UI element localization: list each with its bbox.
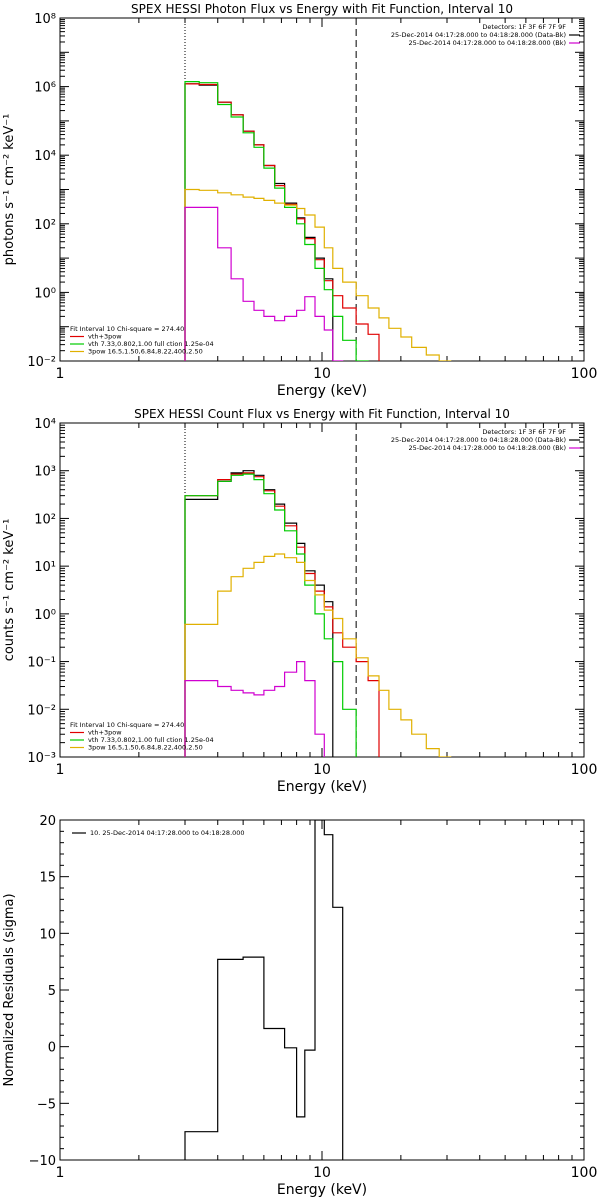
y-tick-label: 15 [39,871,56,886]
x-tick-label: 10 [313,366,331,382]
y-axis-label: Normalized Residuals (sigma) [2,893,17,1086]
y-tick-label: 10 [39,927,56,942]
plot-frame [59,422,585,758]
y-tick-label: 10⁻² [27,355,56,370]
x-tick-label: 1 [56,762,65,778]
legend-top-text: 10. 25-Dec-2014 04:17:28.000 to 04:18:28… [90,829,245,837]
y-axis-label: counts s⁻¹ cm⁻² keV⁻¹ [2,519,17,662]
y-tick-label: 10⁰ [34,286,56,301]
chart-title: SPEX HESSI Count Flux vs Energy with Fit… [134,407,510,421]
legend-top-text: 25-Dec-2014 04:17:28.000 to 04:18:28.000… [409,39,567,47]
y-tick-label: 10⁻³ [27,751,56,766]
legend-bottom-text: 3pow 16.5,1.50,6.84,8.22,400,2.50 [88,348,203,356]
series-line-5 [184,206,344,361]
series-line-4 [184,188,452,361]
y-tick-label: 0 [48,1041,56,1056]
y-tick-label: 10² [34,218,56,233]
y-axis-label: photons s⁻¹ cm⁻² keV⁻¹ [2,114,17,266]
y-tick-label: 10¹ [34,560,56,575]
legend-bottom-text: vth 7.33,0.802,1.00 full ction 1.25e-04 [88,340,214,348]
x-tick-label: 100 [571,762,598,778]
legend-top-text: 25-Dec-2014 04:17:28.000 to 04:18:28.000… [409,444,567,452]
x-axis-label: Energy (keV) [277,779,367,795]
x-tick-label: 100 [571,366,598,382]
y-tick-label: 10⁰ [34,608,56,623]
y-tick-label: 5 [48,984,56,999]
y-tick-label: 10⁻¹ [27,656,56,671]
x-tick-label: 10 [313,1165,331,1181]
y-tick-label: 10⁴ [34,149,56,164]
chart-title: SPEX HESSI Photon Flux vs Energy with Fi… [131,2,513,16]
x-tick-label: 10 [313,762,331,778]
series-line-2 [184,83,380,361]
legend-bottom-text: vth 7.33,0.802,1.00 full ction 1.25e-04 [88,736,214,744]
y-tick-label: 10⁶ [34,81,56,96]
y-tick-label: 20 [39,814,56,829]
y-tick-label: −5 [37,1097,56,1112]
legend-top-text: 25-Dec-2014 04:17:28.000 to 04:18:28.000… [391,31,566,39]
x-tick-label: 1 [56,1165,65,1181]
legend-top-text: Detectors: 1F 3F 6F 7F 9F [482,23,566,31]
plot-frame [59,819,585,1161]
legend-bottom-text: 3pow 16.5,1.50,6.84,8.22,400,2.50 [88,744,203,752]
panel-3: 1 10 100 Energy (keV) −10 −5 0 5 10 15 20 Normalize… [2,814,598,1198]
y-tick-label: 10⁸ [34,12,56,27]
series-line-3 [184,473,357,757]
series-line-2 [184,472,380,757]
y-tick-label: 10⁴ [34,417,56,432]
y-tick-label: −10 [29,1154,56,1169]
legend-top-text: Detectors: 1F 3F 6F 7F 9F [482,428,566,436]
x-tick-label: 100 [571,1165,598,1181]
x-tick-label: 1 [56,366,65,382]
series-line-1 [184,820,344,1160]
panel-2: SPEX HESSI Count Flux vs Energy with Fit… [2,407,597,795]
legend-bottom-text: Fit Interval 10 Chi-square = 274.40 [70,721,184,729]
legend-top-text: 25-Dec-2014 04:17:28.000 to 04:18:28.000… [391,436,566,444]
series-line-4 [184,553,452,757]
y-tick-label: 10² [34,512,56,527]
series-line-3 [184,81,369,361]
x-axis-label: Energy (keV) [277,383,367,399]
series-line-5 [184,661,325,757]
plot-frame [59,17,585,362]
x-axis-label: Energy (keV) [277,1182,367,1198]
panel-1: SPEX HESSI Photon Flux vs Energy with Fi… [2,2,597,399]
legend-bottom-text: Fit Interval 10 Chi-square = 274.40 [70,325,184,333]
series-line-1 [184,470,334,757]
legend-bottom-text: vth+3pow [88,333,122,341]
legend-bottom-text: vth+3pow [88,729,122,737]
series-line-1 [184,83,334,361]
y-tick-label: 10³ [34,465,56,480]
y-tick-label: 10⁻² [27,703,56,718]
